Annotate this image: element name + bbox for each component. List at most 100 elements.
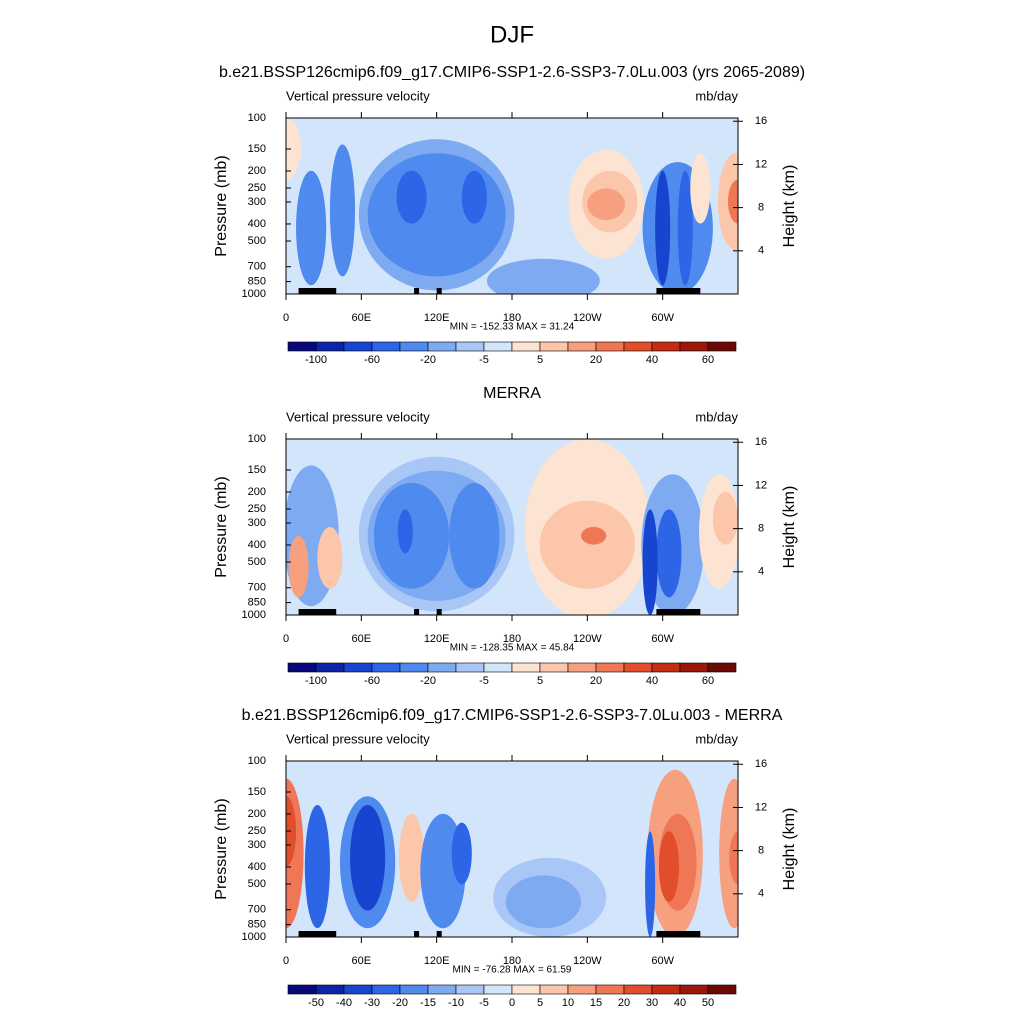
y-tick-label: 300 — [248, 839, 266, 851]
y-tick-label: 200 — [248, 165, 266, 177]
contour-fill — [350, 805, 386, 911]
x-tick-label: 60E — [352, 312, 372, 324]
colorbar-box — [539, 341, 569, 352]
colorbar-box — [427, 984, 457, 995]
colorbar-label: 5 — [537, 354, 543, 366]
colorbar-label: -5 — [479, 997, 489, 1009]
right-label: mb/day — [695, 88, 738, 103]
terrain — [656, 609, 701, 615]
colorbar-box — [623, 984, 653, 995]
right-label: mb/day — [695, 409, 738, 424]
colorbar-label: -15 — [420, 997, 436, 1009]
left-label: Vertical pressure velocity — [286, 731, 430, 746]
colorbar-box — [595, 341, 625, 352]
colorbar-label: 40 — [646, 354, 658, 366]
colorbar-box — [679, 341, 709, 352]
y2-tick-label: 12 — [755, 801, 767, 813]
contour-fill — [396, 170, 427, 224]
colorbar-label: -20 — [420, 354, 436, 366]
colorbar-box — [315, 662, 345, 673]
contour-fill — [655, 170, 671, 286]
y-tick-label: 700 — [248, 904, 266, 916]
colorbar-box — [539, 984, 569, 995]
colorbar-label: 5 — [537, 675, 543, 687]
terrain — [414, 931, 420, 937]
colorbar-box — [399, 662, 429, 673]
colorbar-box — [287, 984, 317, 995]
contour-fill — [304, 805, 330, 929]
x-tick-label: 0 — [283, 955, 289, 967]
contour-fill — [719, 778, 738, 929]
y-tick-label: 400 — [248, 861, 266, 873]
contour-fill — [677, 170, 693, 286]
colorbar-box — [511, 341, 541, 352]
colorbar-box — [595, 984, 625, 995]
colorbar-label: 60 — [702, 675, 714, 687]
y2-tick-label: 4 — [758, 888, 764, 900]
colorbar-box — [371, 341, 401, 352]
y-tick-label: 100 — [248, 755, 266, 767]
colorbar-box — [427, 341, 457, 352]
y2-axis-label: Height (km) — [781, 808, 798, 891]
colorbar-label: -30 — [364, 997, 380, 1009]
y2-tick-label: 16 — [755, 436, 767, 448]
colorbar-box — [651, 984, 681, 995]
colorbar-box — [483, 341, 513, 352]
colorbar-box — [567, 984, 597, 995]
colorbar-label: 30 — [646, 997, 658, 1009]
colorbar-label: -60 — [364, 354, 380, 366]
colorbar-label: -60 — [364, 675, 380, 687]
contour-field — [286, 761, 738, 937]
contour-fill — [658, 831, 679, 902]
y-tick-label: 150 — [248, 786, 266, 798]
x-tick-label: 120W — [573, 955, 602, 967]
contour-fill — [712, 491, 738, 545]
min-max-annotation: MIN = -152.33 MAX = 31.24 — [450, 322, 575, 333]
y-axis-label: Pressure (mb) — [213, 476, 230, 577]
terrain — [436, 288, 442, 294]
colorbar-box — [539, 662, 569, 673]
colorbar-label: 40 — [646, 675, 658, 687]
x-tick-label: 120W — [573, 633, 602, 645]
contour-fill — [461, 170, 487, 224]
y2-tick-label: 16 — [755, 115, 767, 127]
colorbar-label: -40 — [336, 997, 352, 1009]
terrain — [436, 609, 442, 615]
colorbar-label: 0 — [509, 997, 515, 1009]
colorbar-label: -20 — [392, 997, 408, 1009]
colorbar-box — [595, 662, 625, 673]
y-tick-label: 150 — [248, 143, 266, 155]
contour-fill — [729, 831, 738, 885]
terrain — [414, 288, 420, 294]
y-tick-label: 300 — [248, 517, 266, 529]
x-tick-label: 180 — [503, 955, 521, 967]
contour-fill — [581, 527, 607, 545]
y-tick-label: 1000 — [242, 288, 266, 300]
y2-tick-label: 16 — [755, 758, 767, 770]
colorbar-box — [679, 662, 709, 673]
contour-fill — [642, 509, 658, 615]
panel-title: b.e21.BSSP126cmip6.f09_g17.CMIP6-SSP1-2.… — [242, 707, 783, 724]
y-tick-label: 150 — [248, 464, 266, 476]
colorbar-label: 20 — [618, 997, 630, 1009]
min-max-annotation: MIN = -128.35 MAX = 45.84 — [450, 643, 575, 654]
colorbar-box — [567, 341, 597, 352]
x-tick-label: 60W — [651, 633, 674, 645]
terrain — [298, 609, 337, 615]
x-tick-label: 0 — [283, 312, 289, 324]
colorbar-label: -100 — [305, 675, 327, 687]
x-tick-label: 60E — [352, 955, 372, 967]
colorbar-label: 20 — [590, 675, 602, 687]
colorbar-label: 5 — [537, 997, 543, 1009]
contour-fill — [288, 535, 309, 598]
contour-fill — [505, 875, 582, 929]
contour-fill — [397, 509, 413, 554]
x-tick-label: 120E — [424, 633, 450, 645]
x-tick-label: 60W — [651, 312, 674, 324]
panel-title: MERRA — [483, 385, 541, 402]
colorbar-box — [511, 984, 541, 995]
colorbar-box — [287, 341, 317, 352]
y-tick-label: 500 — [248, 235, 266, 247]
colorbar-box — [623, 341, 653, 352]
